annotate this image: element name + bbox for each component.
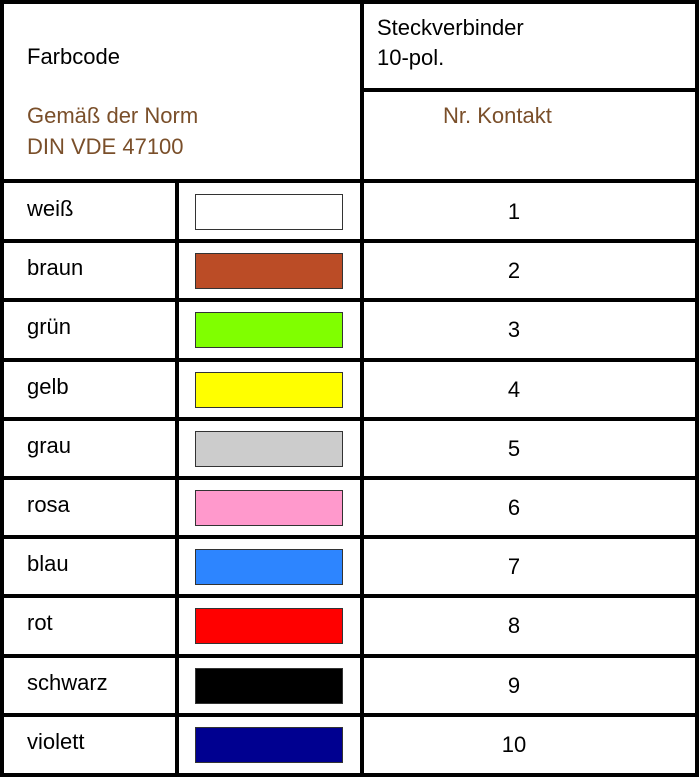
color-swatch — [195, 371, 343, 408]
row-divider — [0, 535, 699, 540]
divider-header — [0, 179, 699, 183]
border-left — [0, 0, 4, 777]
row-divider — [0, 357, 699, 362]
border-bottom — [0, 773, 699, 777]
color-swatch — [195, 726, 343, 763]
color-name: grün — [27, 314, 72, 340]
color-swatch — [195, 253, 343, 290]
row-divider — [0, 239, 699, 244]
color-swatch — [195, 667, 343, 704]
color-name: gelb — [27, 373, 69, 399]
contact-number-heading: Nr. Kontakt — [443, 103, 552, 128]
norm-line-1: Gemäß der Norm — [27, 103, 199, 128]
color-name: braun — [27, 255, 84, 281]
contact-number: 4 — [507, 376, 521, 402]
row-divider — [0, 298, 699, 303]
contact-number: 3 — [507, 317, 521, 343]
row-divider — [0, 476, 699, 480]
color-swatch — [195, 194, 343, 230]
farbcode-heading: Farbcode — [27, 44, 120, 69]
contact-number: 1 — [507, 199, 521, 224]
color-name: weiß — [27, 196, 74, 221]
connector-line-1: Steckverbinder — [377, 15, 524, 40]
color-name: violett — [27, 728, 85, 754]
color-swatch — [195, 430, 343, 467]
contact-number: 9 — [507, 672, 521, 698]
color-swatch — [195, 490, 343, 526]
color-name: rot — [27, 610, 53, 636]
contact-number: 10 — [501, 731, 527, 757]
color-name: schwarz — [27, 669, 108, 695]
row-divider — [0, 653, 699, 658]
color-name: blau — [27, 551, 69, 577]
contact-number: 8 — [507, 613, 521, 639]
divider-header-right — [360, 88, 699, 92]
contact-number: 5 — [507, 435, 521, 461]
border-top — [0, 0, 699, 4]
row-divider — [0, 416, 699, 421]
norm-line-2: DIN VDE 47100 — [27, 134, 184, 159]
contact-number: 2 — [507, 258, 521, 284]
row-divider — [0, 594, 699, 599]
color-name: rosa — [27, 492, 70, 517]
color-name: grau — [27, 432, 72, 458]
connector-line-2: 10-pol. — [377, 45, 445, 70]
color-swatch — [195, 312, 343, 349]
divider-main — [360, 0, 364, 777]
color-swatch — [195, 549, 343, 586]
contact-number: 6 — [507, 495, 521, 520]
row-divider — [0, 712, 699, 717]
contact-number: 7 — [507, 554, 521, 580]
border-right — [695, 0, 699, 777]
color-swatch — [195, 608, 343, 645]
